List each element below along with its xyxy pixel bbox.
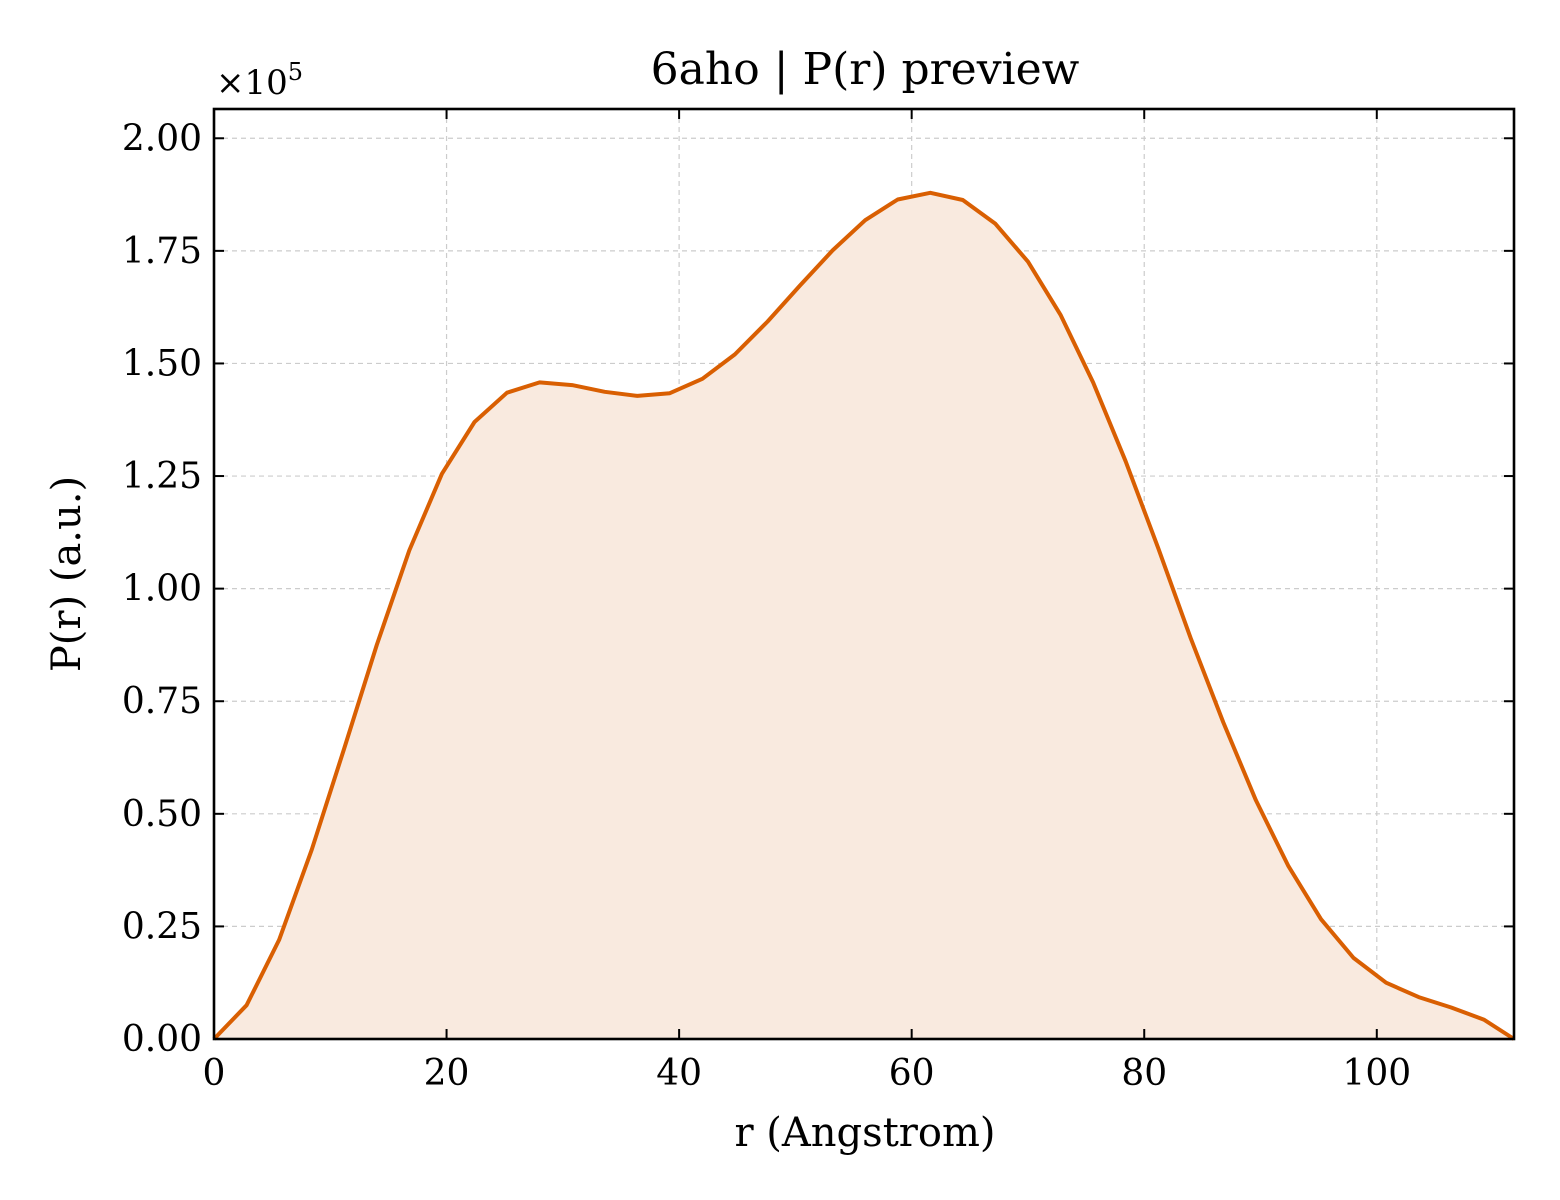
series-line: [212, 190, 1516, 1041]
plot-frame: [212, 107, 1516, 1041]
x-tick-label: 20: [424, 1053, 470, 1094]
y-tick-label: 0.75: [122, 681, 202, 722]
y-tick-label: 1.25: [122, 456, 202, 497]
y-offset-exponent: 5: [288, 58, 303, 86]
chart-title: 6aho | P(r) preview: [651, 44, 1080, 95]
x-tick-label: 60: [889, 1053, 935, 1094]
y-tick-label: 0.50: [122, 794, 202, 835]
x-tick-label: 0: [203, 1053, 226, 1094]
x-axis-ticks: 0 20 40 60 80 100: [203, 109, 1411, 1094]
y-offset-base: ×10: [216, 63, 288, 103]
y-axis-ticks: 0.00 0.25 0.50 0.75 1.00 1.25 1.50 1.75 2.00: [122, 118, 1514, 1060]
x-tick-label: 40: [656, 1053, 702, 1094]
area-fill: [214, 192, 1514, 1040]
y-tick-label: 0.25: [122, 906, 202, 947]
y-tick-label: 0.00: [122, 1019, 202, 1060]
y-tick-label: 1.50: [122, 343, 202, 384]
y-axis-offset-label: ×105: [216, 58, 303, 103]
y-tick-label: 1.75: [122, 231, 202, 272]
y-tick-label: 1.00: [122, 569, 202, 610]
y-tick-label: 2.00: [122, 118, 202, 159]
x-tick-label: 80: [1121, 1053, 1167, 1094]
y-axis-label: P(r) (a.u.): [44, 476, 90, 672]
x-tick-label: 100: [1342, 1053, 1411, 1094]
x-axis-label: r (Angstrom): [734, 1110, 995, 1156]
